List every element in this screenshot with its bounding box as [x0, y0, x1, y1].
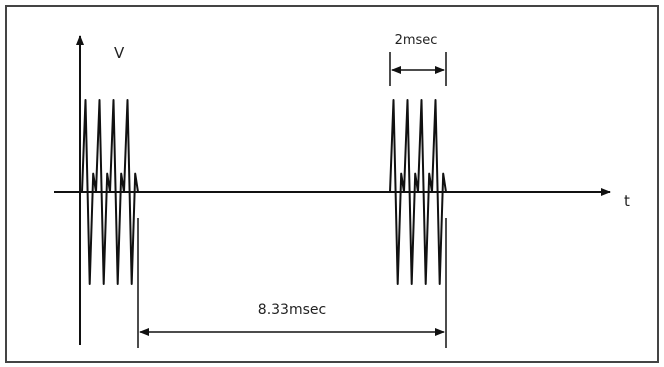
diagram-border [5, 5, 659, 363]
period-label: 8.33msec [258, 302, 326, 318]
oscillation-wave [81, 99, 139, 285]
y-axis-label: V [114, 44, 125, 62]
oscillation-wave [389, 99, 447, 285]
burst-width-label: 2msec [395, 33, 438, 48]
signal-burst-1 [81, 99, 139, 285]
x-axis-label: t [624, 192, 630, 210]
signal-burst-2 [389, 99, 447, 285]
